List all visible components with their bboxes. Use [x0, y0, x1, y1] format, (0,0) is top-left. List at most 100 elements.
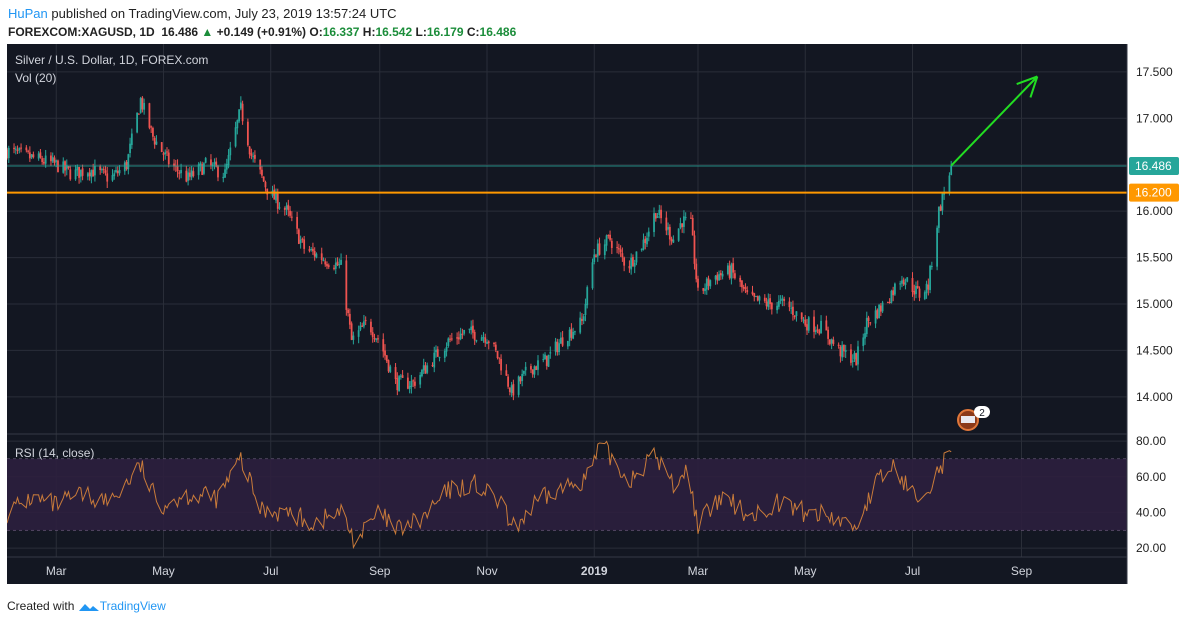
close-label: C:: [466, 25, 480, 39]
tradingview-link[interactable]: TradingView: [99, 599, 166, 613]
rsi-series: [7, 440, 952, 550]
candle-body-133: [334, 262, 337, 269]
arrow-head-left: [1016, 75, 1038, 86]
ohlc-line: FOREXCOM:XAGUSD, 1D 16.486 ▲ +0.149 (+0.…: [8, 23, 1178, 41]
candle-body-276: [684, 217, 687, 219]
candle-body-141: [352, 335, 355, 340]
open-value: 16.337: [322, 25, 360, 39]
candle-body-128: [322, 260, 325, 262]
candle-body-6: [20, 147, 22, 149]
candle-body-168: [421, 369, 423, 377]
candle-body-163: [408, 386, 411, 389]
candle-body-73: [187, 172, 189, 181]
candle-body-292: [726, 265, 729, 275]
event-badge[interactable]: 2: [957, 406, 990, 431]
candle-body-325: [806, 324, 808, 331]
candle-body-339: [841, 345, 844, 358]
candle-body-219: [545, 355, 548, 366]
candle-body-300: [744, 287, 747, 290]
candle-body-235: [584, 303, 587, 315]
candle-body-22: [62, 161, 65, 173]
candle-body-359: [890, 290, 893, 303]
candle-body-277: [690, 217, 692, 219]
candle-body-278: [691, 218, 694, 236]
candle-body-368: [913, 290, 916, 295]
candle-body-27: [74, 169, 77, 180]
candle-body-297: [739, 277, 742, 282]
candle-body-288: [716, 274, 719, 281]
candle-body-24: [65, 165, 68, 170]
candle-body-105: [264, 181, 267, 188]
candle-body-116: [290, 216, 293, 218]
candle-body-290: [719, 273, 722, 276]
candle-body-142: [357, 330, 360, 337]
candle-body-208: [519, 377, 522, 382]
candle-body-374: [927, 284, 930, 290]
candle-body-315: [781, 298, 784, 301]
candle-body-44: [115, 169, 117, 173]
candle-body-170: [424, 365, 427, 374]
candle-body-242: [603, 244, 606, 256]
chart-canvas[interactable]: 17.50017.00016.50016.00015.50015.00014.5…: [7, 44, 1181, 587]
candle-body-234: [582, 316, 585, 321]
candle-body-241: [598, 243, 601, 255]
candle-body-91: [229, 147, 232, 156]
time-tick-5: 2019: [581, 564, 608, 578]
candle-body-59: [152, 128, 154, 137]
rsi-tick-1: 60.00: [1136, 470, 1166, 484]
candle-body-192: [480, 337, 483, 341]
candle-body-338: [839, 346, 842, 357]
candle-body-262: [653, 213, 655, 233]
candle-body-112: [283, 208, 286, 210]
candle-body-176: [438, 357, 441, 359]
rsi-axis[interactable]: 80.00 60.00 40.00 20.00: [1136, 434, 1166, 555]
candle-body-131: [327, 265, 330, 267]
candle-body-351: [869, 322, 872, 324]
candle-body-61: [155, 141, 158, 145]
candle-body-179: [447, 338, 450, 346]
low-value: 16.179: [426, 25, 464, 39]
candle-body-10: [30, 154, 33, 158]
candle-body-236: [586, 287, 589, 306]
candle-body-166: [414, 381, 416, 386]
candle-body-182: [456, 337, 459, 339]
candle-body-47: [123, 162, 126, 172]
time-tick-8: Jul: [905, 564, 920, 578]
candle-body-28: [76, 166, 79, 171]
candle-body-206: [512, 384, 515, 396]
candle-body-136: [340, 259, 342, 265]
candle-body-117: [296, 216, 299, 229]
candle-body-157: [394, 367, 397, 380]
candle-body-161: [401, 375, 404, 378]
time-axis[interactable]: Mar May Jul Sep Nov 2019 Mar May Jul Sep: [46, 564, 1033, 578]
high-label: H:: [362, 25, 376, 39]
tradingview-logo-icon: [78, 603, 99, 611]
candle-body-314: [779, 299, 782, 301]
candle-body-329: [816, 329, 819, 331]
candle-body-323: [802, 319, 805, 321]
candle-body-90: [227, 155, 230, 166]
candle-body-365: [904, 282, 907, 286]
candle-body-360: [892, 290, 895, 296]
candle-body-380: [941, 193, 944, 211]
candle-body-291: [721, 273, 724, 277]
time-tick-1: May: [152, 564, 175, 578]
candle-body-159: [398, 376, 400, 392]
candle-body-103: [261, 169, 263, 176]
target-arrow[interactable]: [950, 75, 1039, 167]
candle-body-32: [86, 173, 89, 177]
candle-body-84: [213, 162, 216, 165]
candle-body-87: [222, 176, 225, 179]
candle-body-313: [777, 300, 780, 307]
time-tick-3: Sep: [369, 564, 391, 578]
candle-body-92: [234, 127, 237, 147]
price-axis[interactable]: 17.50017.00016.50016.00015.50015.00014.5…: [1136, 65, 1173, 404]
candle-body-66: [167, 152, 170, 165]
candle-body-237: [591, 262, 594, 289]
flag-stripe: [961, 416, 975, 423]
candle-body-86: [217, 166, 219, 178]
candle-body-207: [517, 376, 520, 395]
author-link[interactable]: HuPan: [8, 6, 48, 21]
candle-body-215: [535, 366, 538, 370]
candle-body-38: [101, 169, 103, 171]
